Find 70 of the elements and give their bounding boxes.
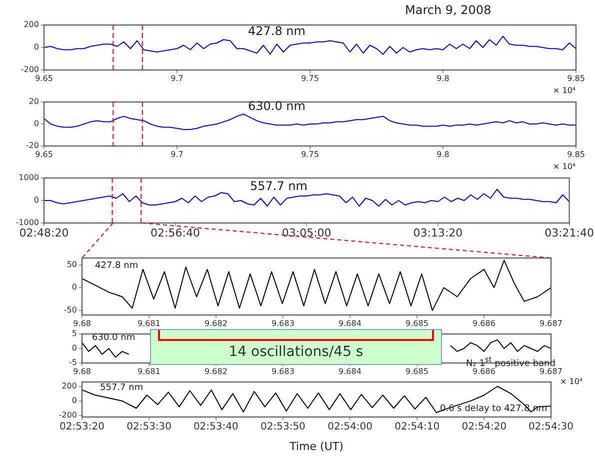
x-tick-label: 9.68 <box>73 366 91 376</box>
x-tick-label: 03:05:00 <box>282 226 332 240</box>
x-tick-label: 9.7 <box>170 150 184 159</box>
y-tick-label: 200 <box>24 20 39 30</box>
x-tick-label: 02:54:10 <box>394 422 440 433</box>
x-tick-label: 9.85 <box>567 150 585 159</box>
x-tick-label: 03:13:20 <box>413 226 463 240</box>
text: × 10⁴ <box>560 377 583 386</box>
annotation: 557.7 nm <box>250 179 308 193</box>
annotation: 557.7 nm <box>100 383 144 393</box>
y-tick-label: 200 <box>62 381 77 390</box>
x-tick-label: 9.85 <box>567 74 585 83</box>
x-axis-title: Time (UT) <box>288 440 344 453</box>
x-tick-label: 9.685 <box>406 318 428 328</box>
y-tick-label: -20 <box>26 141 39 150</box>
y-tick-label: 50 <box>66 260 77 269</box>
y-tick-label: 5 <box>72 329 77 338</box>
x-tick-label: 02:54:20 <box>462 422 507 433</box>
x-tick-label: 02:56:40 <box>150 226 200 240</box>
annotation: 427.8 nm <box>248 24 306 38</box>
x-tick-label: 03:21:40 <box>544 226 594 240</box>
x-tick-label: 9.75 <box>301 150 319 159</box>
y-tick-label: 0 <box>72 396 77 406</box>
x-tick-label: 9.687 <box>540 318 562 328</box>
y-tick-label: 0 <box>72 282 77 292</box>
x-tick-label: 9.75 <box>301 74 319 83</box>
y-tick-label: 0 <box>72 344 77 353</box>
x-tick-label: 9.685 <box>406 366 428 376</box>
x-tick-label: 9.686 <box>472 318 496 328</box>
x-tick-label: 9.686 <box>472 366 496 376</box>
x-tick-label: 9.682 <box>204 318 228 328</box>
x-tick-label: 02:53:50 <box>260 422 306 433</box>
x-tick-label: 9.8 <box>436 150 450 159</box>
x-tick-label: 9.684 <box>338 366 362 376</box>
x-tick-label: 02:54:00 <box>328 422 372 433</box>
y-tick-label: -200 <box>58 410 77 420</box>
y-tick-label: 20 <box>28 97 39 106</box>
annotation: 630.0 nm <box>92 333 136 343</box>
x-tick-label: 9.65 <box>35 74 53 83</box>
x-tick-label: 9.65 <box>35 150 53 159</box>
x-tick-label: 9.683 <box>272 318 294 328</box>
callout-box: 14 oscillations/45 s <box>150 329 442 365</box>
chart-title: March 9, 2008 <box>405 3 492 17</box>
y-tick-label: -200 <box>20 65 39 74</box>
y-tick-label: -1000 <box>16 218 39 228</box>
y-tick-label: 0 <box>34 42 39 52</box>
x-tick-label: 9.684 <box>338 318 362 328</box>
x-tick-label: 9.683 <box>272 366 294 376</box>
y-tick-label: 0 <box>34 196 39 205</box>
y-tick-label: 0 <box>34 119 39 128</box>
x-tick-label: 9.687 <box>540 366 562 376</box>
x-tick-label: 02:53:40 <box>193 422 238 433</box>
x-tick-label: 02:48:20 <box>19 226 69 240</box>
text: × 10⁴ <box>553 162 576 171</box>
annotation: 630.0 nm <box>248 99 306 113</box>
y-tick-label: -5 <box>69 358 77 368</box>
x-tick-label: 02:53:20 <box>60 422 104 433</box>
x-tick-label: 02:53:30 <box>126 422 172 433</box>
x-tick-label: 9.8 <box>436 74 450 83</box>
x-tick-label: 9.681 <box>138 318 160 328</box>
annotation: 427.8 nm <box>95 261 138 271</box>
text: × 10⁴ <box>553 86 576 95</box>
x-tick-label: 9.7 <box>170 74 184 83</box>
x-tick-label: 9.68 <box>73 318 91 328</box>
y-tick-label: -50 <box>64 306 77 315</box>
x-tick-label: 9.681 <box>138 366 160 376</box>
y-tick-label: 1000 <box>18 173 39 182</box>
annotation: 14 oscillations/45 s <box>228 344 364 360</box>
x-tick-label: 02:54:30 <box>528 422 574 433</box>
x-tick-label: 9.682 <box>204 366 228 376</box>
